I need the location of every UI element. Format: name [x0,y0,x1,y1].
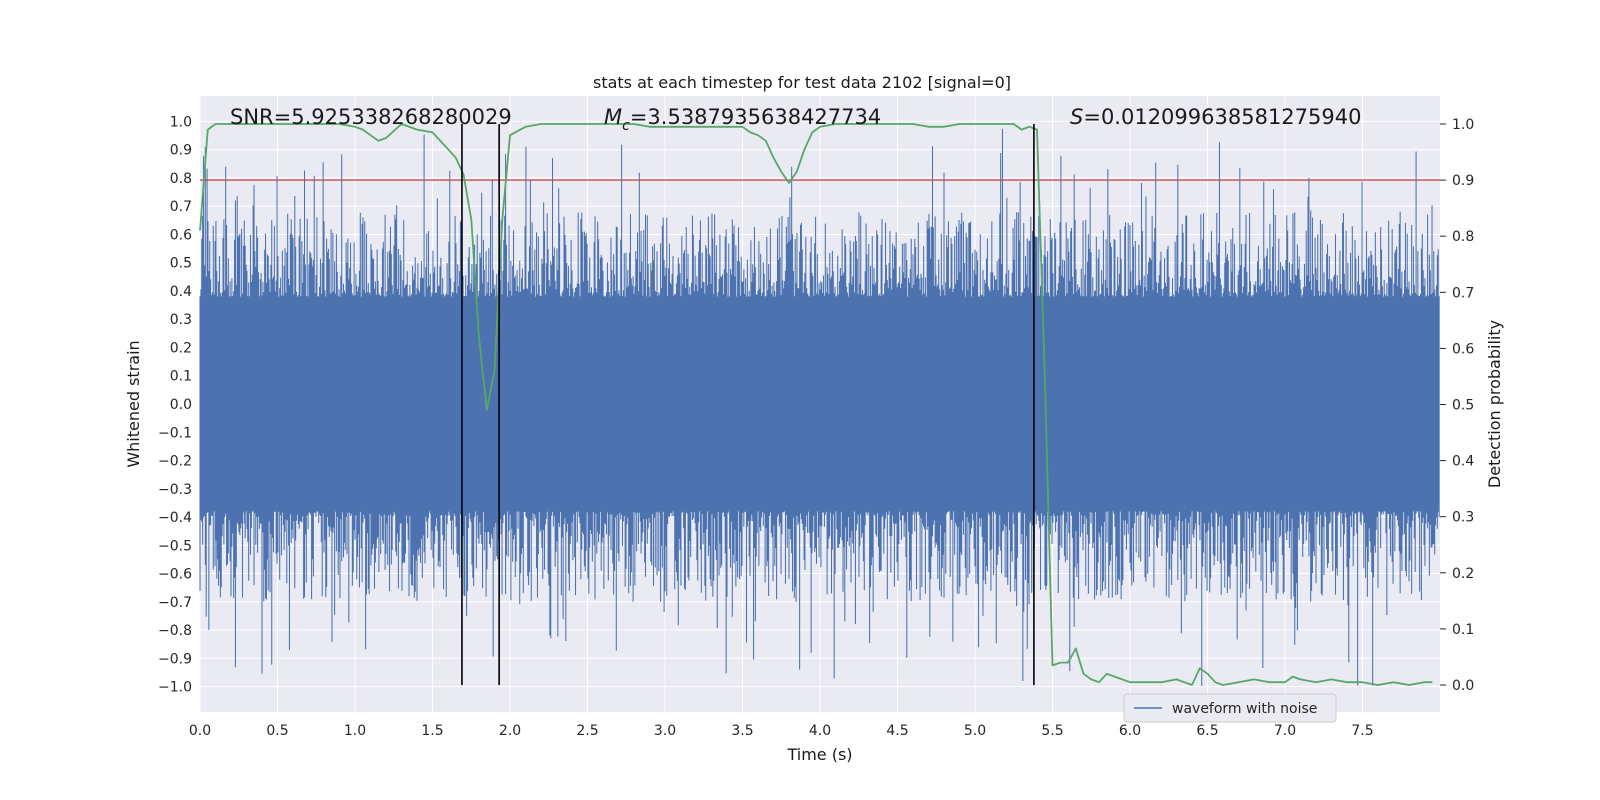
vertical-markers [461,124,1035,685]
mc-annotation: Mc=3.5387935638427734 [604,105,881,134]
left-tick-label: 0.6 [170,227,192,243]
right-tick-label: 0.9 [1452,173,1474,189]
mc-value: =3.5387935638427734 [630,105,881,129]
x-tick-label: 0.0 [189,723,211,739]
right-tick-label: 0.2 [1452,566,1474,582]
x-tick-label: 7.5 [1351,723,1373,739]
x-tick-label: 5.0 [964,723,986,739]
left-tick-label: −0.6 [158,567,192,583]
left-tick-label: 0.2 [170,340,192,356]
x-tick-label: 7.0 [1274,723,1296,739]
left-axis-ticks: 1.0 0.9 0.8 0.7 0.6 0.5 0.4 0.3 0.2 0.1 0.0 −0.1 −0.… [158,114,192,695]
s-value: =0.012099638581275940 [1083,105,1361,129]
right-tick-label: 1.0 [1452,117,1474,133]
x-axis-label: Time (s) [786,745,852,764]
right-axis-label: Detection probability [1485,320,1504,488]
left-tick-label: 0.5 [170,256,192,272]
left-tick-label: −0.5 [158,538,192,554]
right-tick-label: 0.3 [1452,510,1474,526]
right-tick-label: 0.0 [1452,678,1474,694]
left-tick-label: 0.0 [170,397,192,413]
chart-title: stats at each timestep for test data 210… [593,73,1011,92]
waveform-line [199,129,1440,686]
mc-subscript: c [622,118,630,134]
mc-symbol: M [604,105,622,129]
probability-series [199,123,1433,686]
x-tick-label: 3.5 [731,723,753,739]
left-tick-label: 0.9 [170,143,192,159]
x-axis-ticks: 0.0 0.5 1.0 1.5 2.0 2.5 3.0 3.5 4.0 4.5 5.0 5.5 6.0 6… [189,723,1374,739]
left-tick-label: −1.0 [158,680,192,696]
x-tick-label: 3.0 [654,723,676,739]
x-tick-label: 0.5 [266,723,288,739]
x-tick-label: 2.5 [576,723,598,739]
left-axis-label: Whitened strain [124,340,143,467]
legend-box [1123,693,1337,723]
x-tick-label: 5.5 [1041,723,1063,739]
x-tick-label: 4.0 [809,723,831,739]
left-tick-label: −0.3 [158,482,192,498]
right-tick-label: 0.4 [1452,454,1474,470]
left-tick-label: 0.3 [170,312,192,328]
left-tick-label: −0.9 [158,651,192,667]
left-tick-label: −0.4 [158,510,192,526]
left-tick-label: −0.8 [158,623,192,639]
right-tick-label: 0.6 [1452,341,1474,357]
x-tick-label: 1.5 [421,723,443,739]
left-tick-label: −0.7 [158,595,192,611]
right-tick-label: 0.1 [1452,622,1474,638]
x-tick-label: 2.0 [499,723,521,739]
left-tick-label: 1.0 [170,114,192,130]
s-symbol: S [1070,105,1083,129]
left-tick-label: −0.2 [158,454,192,470]
legend: waveform with noise [1123,693,1337,723]
s-annotation: S=0.012099638581275940 [1070,105,1361,129]
right-tick-label: 0.5 [1452,398,1474,414]
left-tick-label: −0.1 [158,425,192,441]
x-tick-label: 6.0 [1119,723,1141,739]
probability-line [199,123,1433,686]
waveform-series [199,129,1440,686]
left-tick-label: 0.4 [170,284,192,300]
left-tick-label: 0.1 [170,369,192,385]
x-tick-label: 6.5 [1196,723,1218,739]
x-tick-label: 1.0 [344,723,366,739]
left-tick-label: 0.8 [170,171,192,187]
left-tick-label: 0.7 [170,199,192,215]
snr-annotation: SNR=5.925338268280029 [230,105,512,129]
x-tick-label: 4.5 [886,723,908,739]
right-tick-label: 0.7 [1452,285,1474,301]
legend-entry-waveform: waveform with noise [1172,701,1317,717]
right-axis-ticks: 1.0 0.9 0.8 0.7 0.6 0.5 0.4 0.3 0.2 0.1 0.0 [1440,117,1474,694]
right-tick-label: 0.8 [1452,229,1474,245]
